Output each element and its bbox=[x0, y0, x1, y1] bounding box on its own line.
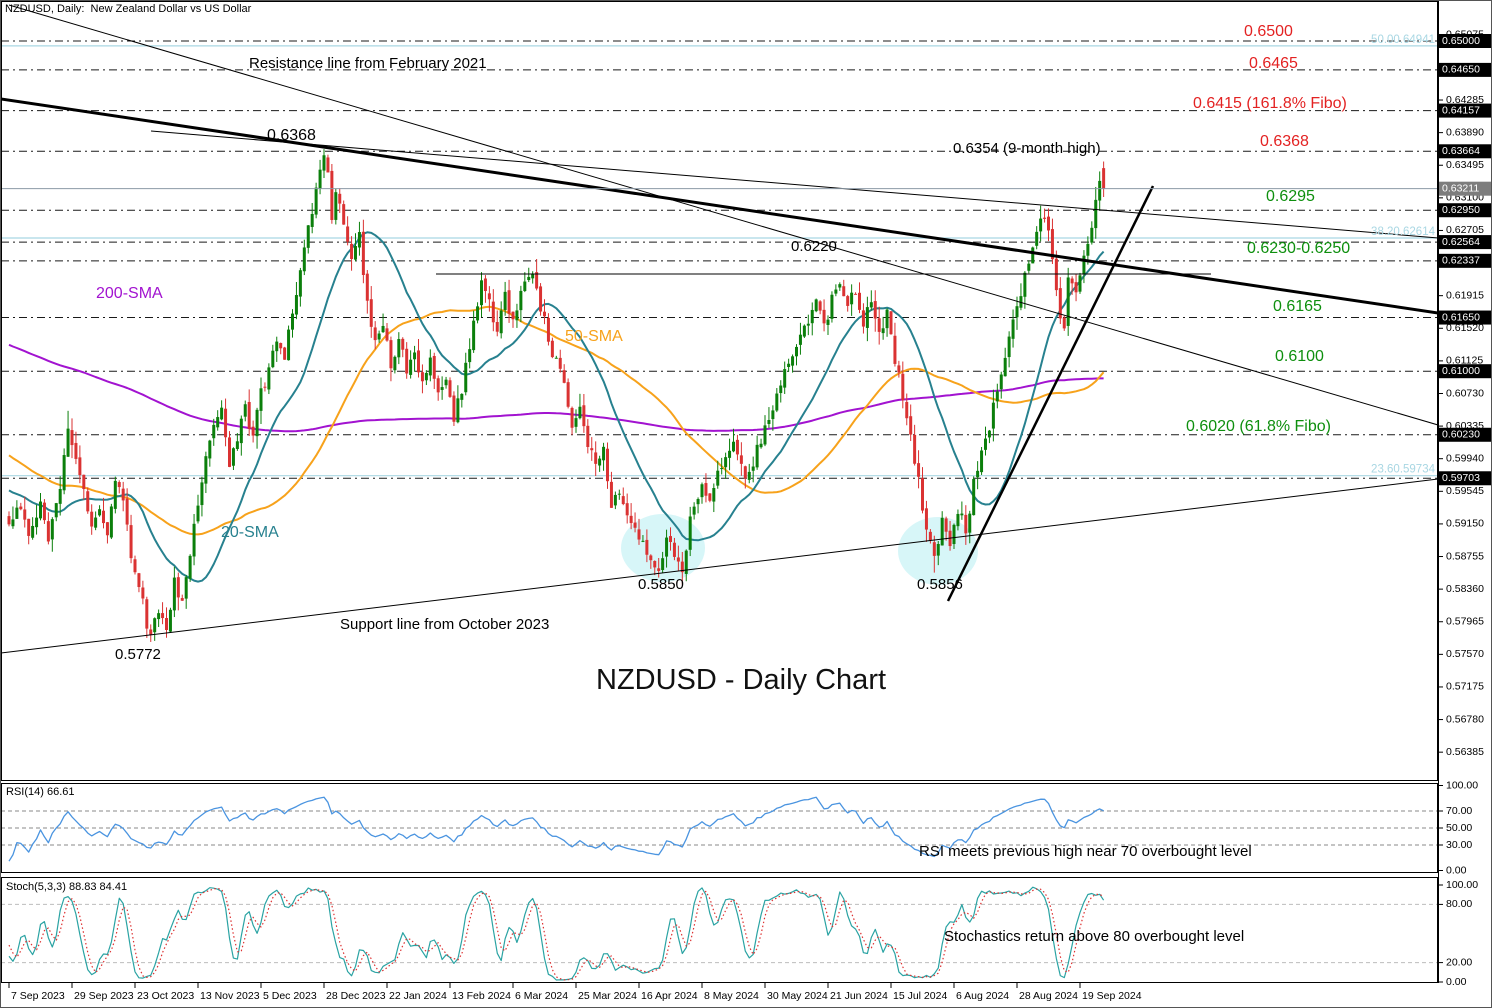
svg-text:0.57570: 0.57570 bbox=[1446, 648, 1484, 660]
svg-text:28 Aug 2024: 28 Aug 2024 bbox=[1019, 990, 1078, 1002]
svg-text:0.59150: 0.59150 bbox=[1446, 518, 1484, 530]
svg-text:50.00.64941: 50.00.64941 bbox=[1371, 34, 1435, 46]
svg-text:70.00: 70.00 bbox=[1446, 805, 1472, 817]
aug-low-label: 0.5856 bbox=[917, 576, 963, 593]
svg-text:38.20.62614: 38.20.62614 bbox=[1371, 226, 1436, 238]
svg-text:0.61000: 0.61000 bbox=[1442, 365, 1480, 377]
resistance-level-0.6415: 0.6415 (161.8% Fibo) bbox=[1193, 95, 1347, 112]
svg-text:0.57175: 0.57175 bbox=[1446, 681, 1484, 693]
stoch-indicator-label: Stoch(5,3,3) 88.83 84.41 bbox=[6, 881, 128, 893]
svg-text:0.00: 0.00 bbox=[1446, 976, 1467, 988]
support-zone-0.6230-0.6250: 0.6230-0.6250 bbox=[1247, 240, 1351, 257]
svg-text:25 Mar 2024: 25 Mar 2024 bbox=[578, 990, 637, 1002]
svg-text:0.62337: 0.62337 bbox=[1442, 255, 1480, 267]
svg-text:19 Sep 2024: 19 Sep 2024 bbox=[1082, 990, 1142, 1002]
svg-text:0.64650: 0.64650 bbox=[1442, 64, 1480, 76]
svg-text:13 Nov 2023: 13 Nov 2023 bbox=[200, 990, 260, 1002]
svg-text:100.00: 100.00 bbox=[1446, 779, 1478, 791]
svg-text:28 Dec 2023: 28 Dec 2023 bbox=[326, 990, 386, 1002]
svg-text:5 Dec 2023: 5 Dec 2023 bbox=[263, 990, 317, 1002]
dec-peak-label: 0.6368 bbox=[267, 127, 316, 144]
svg-text:0.63495: 0.63495 bbox=[1446, 159, 1484, 171]
resistance-level-0.6500: 0.6500 bbox=[1244, 23, 1293, 40]
svg-text:50.00: 50.00 bbox=[1446, 822, 1472, 834]
resistance-line-note: Resistance line from February 2021 bbox=[249, 55, 487, 72]
svg-text:0.56385: 0.56385 bbox=[1446, 746, 1484, 758]
svg-text:100.00: 100.00 bbox=[1446, 879, 1478, 891]
svg-text:0.60230: 0.60230 bbox=[1442, 429, 1480, 441]
svg-text:0.61915: 0.61915 bbox=[1446, 289, 1484, 301]
svg-text:0.61520: 0.61520 bbox=[1446, 322, 1484, 334]
svg-text:0.57965: 0.57965 bbox=[1446, 616, 1484, 628]
svg-text:6 Mar 2024: 6 Mar 2024 bbox=[515, 990, 568, 1002]
svg-text:0.58755: 0.58755 bbox=[1446, 550, 1484, 562]
svg-text:0.62705: 0.62705 bbox=[1446, 224, 1484, 236]
svg-text:0.63664: 0.63664 bbox=[1442, 145, 1480, 157]
svg-text:6 Aug 2024: 6 Aug 2024 bbox=[956, 990, 1009, 1002]
svg-text:13 Feb 2024: 13 Feb 2024 bbox=[452, 990, 511, 1002]
main-title: NZDUSD - Daily Chart bbox=[596, 664, 887, 696]
svg-text:0.65000: 0.65000 bbox=[1442, 35, 1480, 47]
sma200-label: 200-SMA bbox=[96, 285, 163, 302]
rsi-indicator-label: RSI(14) 66.61 bbox=[6, 786, 75, 798]
oct-low-label: 0.5772 bbox=[115, 646, 161, 663]
svg-text:7 Sep 2023: 7 Sep 2023 bbox=[11, 990, 65, 1002]
svg-text:0.61125: 0.61125 bbox=[1446, 355, 1483, 367]
svg-text:80.00: 80.00 bbox=[1446, 898, 1472, 910]
svg-text:22 Jan 2024: 22 Jan 2024 bbox=[389, 990, 447, 1002]
window-title: NZDUSD, Daily: New Zealand Dollar vs US … bbox=[5, 3, 252, 15]
sma20-label: 20-SMA bbox=[221, 524, 279, 541]
svg-text:21 Jun 2024: 21 Jun 2024 bbox=[830, 990, 888, 1002]
svg-text:0.64285: 0.64285 bbox=[1446, 94, 1484, 106]
svg-text:8 May 2024: 8 May 2024 bbox=[704, 990, 759, 1002]
support-line-note: Support line from October 2023 bbox=[340, 616, 550, 633]
support-level-0.6295: 0.6295 bbox=[1266, 188, 1315, 205]
svg-text:0.60730: 0.60730 bbox=[1446, 387, 1484, 399]
svg-text:0.62564: 0.62564 bbox=[1442, 236, 1480, 248]
level-6220-label: 0.6220 bbox=[791, 238, 837, 255]
svg-text:0.62950: 0.62950 bbox=[1442, 204, 1480, 216]
svg-text:20.00: 20.00 bbox=[1446, 956, 1472, 968]
svg-text:0.59703: 0.59703 bbox=[1442, 472, 1480, 484]
svg-text:30.00: 30.00 bbox=[1446, 839, 1472, 851]
svg-text:0.00: 0.00 bbox=[1446, 864, 1467, 876]
resistance-level-0.6465: 0.6465 bbox=[1249, 55, 1298, 72]
svg-text:23.60.59734: 23.60.59734 bbox=[1371, 464, 1436, 476]
svg-text:0.63211: 0.63211 bbox=[1442, 182, 1479, 194]
apr-low-label: 0.5850 bbox=[638, 576, 684, 593]
svg-text:15 Jul 2024: 15 Jul 2024 bbox=[893, 990, 947, 1002]
svg-text:0.64157: 0.64157 bbox=[1442, 104, 1480, 116]
support-level-0.6100: 0.6100 bbox=[1275, 348, 1324, 365]
stoch-note: Stochastics return above 80 overbought l… bbox=[944, 928, 1245, 945]
svg-text:0.59940: 0.59940 bbox=[1446, 452, 1484, 464]
svg-text:29 Sep 2023: 29 Sep 2023 bbox=[74, 990, 134, 1002]
svg-text:0.63890: 0.63890 bbox=[1446, 126, 1484, 138]
sma50-label: 50-SMA bbox=[565, 328, 623, 345]
svg-text:0.59545: 0.59545 bbox=[1446, 485, 1484, 497]
svg-text:0.56780: 0.56780 bbox=[1446, 713, 1484, 725]
nine-month-high-label: 0.6354 (9-month high) bbox=[953, 140, 1101, 157]
svg-text:16 Apr 2024: 16 Apr 2024 bbox=[641, 990, 698, 1002]
svg-text:30 May 2024: 30 May 2024 bbox=[767, 990, 828, 1002]
resistance-level-0.6368: 0.6368 bbox=[1260, 133, 1309, 150]
svg-text:23 Oct 2023: 23 Oct 2023 bbox=[137, 990, 194, 1002]
svg-text:0.61650: 0.61650 bbox=[1442, 311, 1480, 323]
support-level-0.6165: 0.6165 bbox=[1273, 298, 1322, 315]
support-level-0.6020: 0.6020 (61.8% Fibo) bbox=[1186, 418, 1331, 435]
rsi-note: RSI meets previous high near 70 overboug… bbox=[919, 843, 1252, 860]
svg-text:0.58360: 0.58360 bbox=[1446, 583, 1484, 595]
